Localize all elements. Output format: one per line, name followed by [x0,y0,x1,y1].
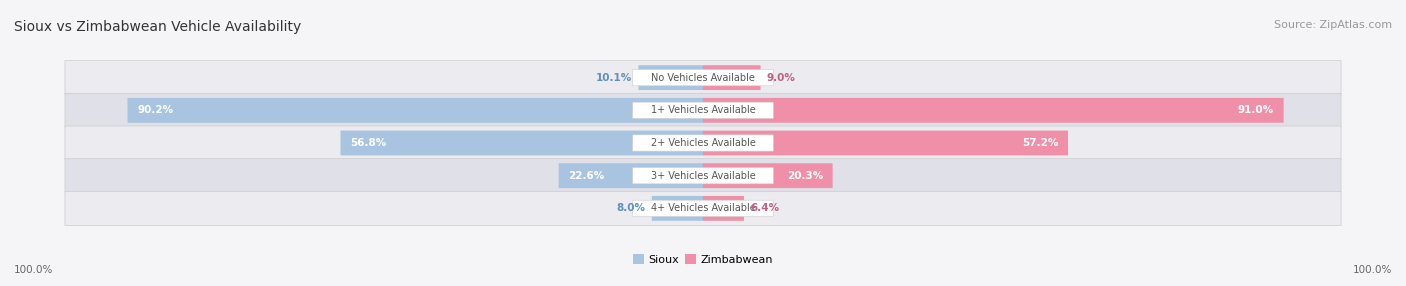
FancyBboxPatch shape [340,131,703,155]
FancyBboxPatch shape [633,200,773,217]
Text: 10.1%: 10.1% [596,73,633,83]
Text: 56.8%: 56.8% [350,138,387,148]
FancyBboxPatch shape [65,159,1341,193]
Text: 8.0%: 8.0% [617,203,645,213]
FancyBboxPatch shape [128,98,703,123]
FancyBboxPatch shape [65,93,1341,127]
FancyBboxPatch shape [65,126,1341,160]
Text: 22.6%: 22.6% [568,171,605,181]
FancyBboxPatch shape [633,69,773,86]
Text: 90.2%: 90.2% [138,105,173,115]
Text: 1+ Vehicles Available: 1+ Vehicles Available [651,105,755,115]
FancyBboxPatch shape [703,98,1284,123]
Text: Sioux vs Zimbabwean Vehicle Availability: Sioux vs Zimbabwean Vehicle Availability [14,20,301,34]
Text: 3+ Vehicles Available: 3+ Vehicles Available [651,171,755,181]
FancyBboxPatch shape [703,163,832,188]
Text: 2+ Vehicles Available: 2+ Vehicles Available [651,138,755,148]
Text: No Vehicles Available: No Vehicles Available [651,73,755,83]
Text: Source: ZipAtlas.com: Source: ZipAtlas.com [1274,20,1392,30]
Text: 100.0%: 100.0% [14,265,53,275]
Text: 20.3%: 20.3% [787,171,823,181]
Text: 9.0%: 9.0% [766,73,796,83]
Text: 91.0%: 91.0% [1237,105,1274,115]
FancyBboxPatch shape [633,168,773,184]
Text: 100.0%: 100.0% [1353,265,1392,275]
Text: 57.2%: 57.2% [1022,138,1059,148]
FancyBboxPatch shape [558,163,703,188]
FancyBboxPatch shape [638,65,703,90]
FancyBboxPatch shape [65,191,1341,225]
FancyBboxPatch shape [703,196,744,221]
FancyBboxPatch shape [703,65,761,90]
Text: 6.4%: 6.4% [751,203,779,213]
FancyBboxPatch shape [633,135,773,151]
Legend: Sioux, Zimbabwean: Sioux, Zimbabwean [628,250,778,269]
FancyBboxPatch shape [652,196,703,221]
FancyBboxPatch shape [65,61,1341,95]
Text: 4+ Vehicles Available: 4+ Vehicles Available [651,203,755,213]
FancyBboxPatch shape [633,102,773,118]
FancyBboxPatch shape [703,131,1069,155]
